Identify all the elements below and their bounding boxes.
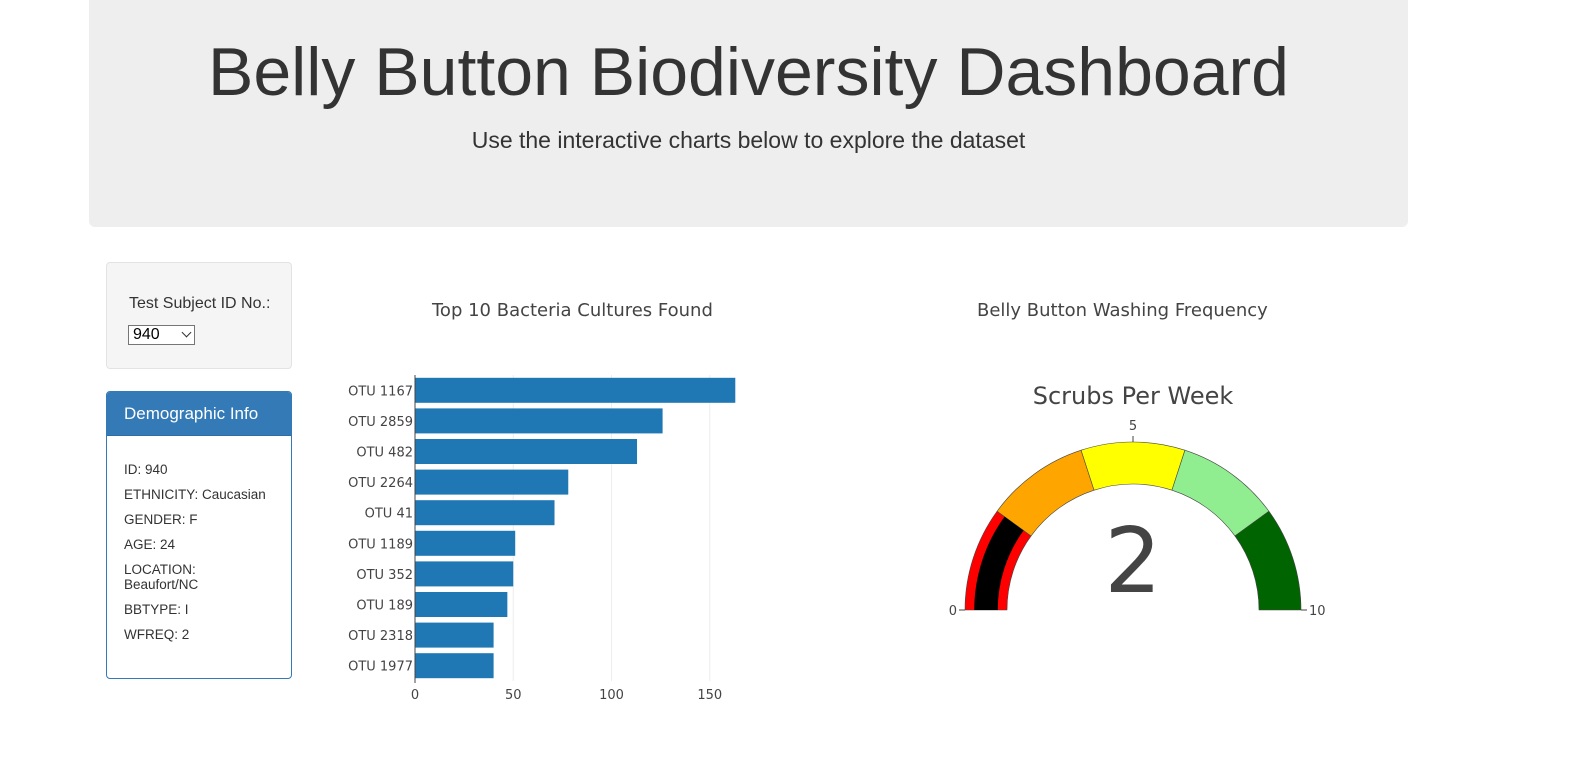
demographic-row-location: LOCATION: Beaufort/NC <box>124 562 199 592</box>
bar-x-tick-label: 0 <box>411 688 419 703</box>
bar-mark[interactable] <box>415 500 555 526</box>
demographic-row-age: AGE: 24 <box>124 537 176 552</box>
bar-category-label: OTU 41 <box>365 507 413 522</box>
bar-mark[interactable] <box>415 561 514 587</box>
bar-mark[interactable] <box>415 530 516 556</box>
bar-chart-title: Top 10 Bacteria Cultures Found <box>432 300 713 321</box>
bar-mark[interactable] <box>415 439 638 464</box>
gauge-value-bar <box>974 516 1024 610</box>
bar-category-label: OTU 189 <box>356 599 413 614</box>
gauge-title: Scrubs Per Week <box>1033 382 1234 410</box>
bar-mark[interactable] <box>415 377 736 403</box>
demographic-row-gender: GENDER: F <box>124 512 198 527</box>
demographic-row-id: ID: 940 <box>124 462 168 477</box>
bar-mark[interactable] <box>415 622 494 648</box>
gauge-tick-label: 0 <box>949 604 957 619</box>
gauge-chart: Scrubs Per Week 0 5 10 2 <box>949 382 1326 619</box>
demographic-row-ethnicity: ETHNICITY: Caucasian <box>124 487 266 502</box>
page-subtitle: Use the interactive charts below to expl… <box>471 127 1026 153</box>
subject-id-select[interactable]: 940 <box>128 325 195 345</box>
bar-category-label: OTU 1977 <box>348 660 413 675</box>
bar-mark[interactable] <box>415 469 569 495</box>
demographic-info-panel: Demographic Info ID: 940 ETHNICITY: Cauc… <box>106 391 292 679</box>
bar-x-tick-label: 150 <box>697 688 722 703</box>
header-jumbotron: Belly Button Biodiversity Dashboard Use … <box>89 0 1408 227</box>
bar-category-label: OTU 482 <box>356 446 413 461</box>
demographic-row-wfreq: WFREQ: 2 <box>124 627 190 642</box>
subject-selector-well: Test Subject ID No.: 940 <box>106 262 292 369</box>
subject-id-selected-value: 940 <box>133 326 160 343</box>
bar-category-label: OTU 2264 <box>348 476 413 491</box>
bar-category-label: OTU 1167 <box>348 384 413 399</box>
gauge-value-number: 2 <box>1104 509 1161 614</box>
gauge-chart-title: Belly Button Washing Frequency <box>977 300 1268 321</box>
bar-x-tick-label: 100 <box>599 688 624 703</box>
demographic-info-heading: Demographic Info <box>107 392 291 436</box>
bar-mark[interactable] <box>415 592 508 617</box>
bar-chart: 0 50 100 150 OTU 1167 OTU 2859 OTU 482 OTU 2264… <box>348 375 736 703</box>
bar-category-label: OTU 2318 <box>348 629 413 644</box>
page-title: Belly Button Biodiversity Dashboard <box>208 34 1289 110</box>
gauge-tick-label: 5 <box>1129 419 1137 434</box>
bar-mark[interactable] <box>415 653 494 679</box>
bar-x-tick-label: 50 <box>505 688 522 703</box>
bar-category-label: OTU 352 <box>356 568 413 583</box>
gauge-tick-label: 10 <box>1309 604 1326 619</box>
demographic-row-bbtype: BBTYPE: I <box>124 602 189 617</box>
demographic-info-body: ID: 940 ETHNICITY: Caucasian GENDER: F A… <box>107 436 291 642</box>
subject-id-label: Test Subject ID No.: <box>129 295 271 312</box>
chevron-down-icon <box>181 327 192 338</box>
gauge-step-band <box>1080 441 1186 491</box>
gauge-step-band <box>1234 510 1302 611</box>
bar-category-label: OTU 2859 <box>348 415 413 430</box>
bar-mark[interactable] <box>415 408 663 434</box>
bar-category-label: OTU 1189 <box>348 537 413 552</box>
